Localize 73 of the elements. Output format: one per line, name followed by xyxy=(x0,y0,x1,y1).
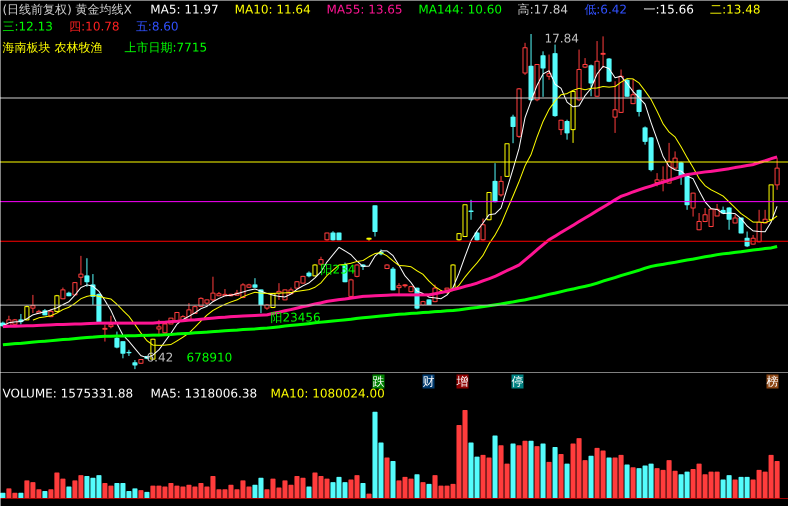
bar xyxy=(606,458,612,499)
text: MA5: 1318006.38 xyxy=(150,386,258,400)
text: 榜 xyxy=(766,374,778,388)
bar xyxy=(564,464,570,499)
bar xyxy=(558,454,564,499)
text: 二:13.48 xyxy=(710,2,761,16)
bar xyxy=(426,484,432,499)
candlestick xyxy=(108,315,114,329)
candlestick xyxy=(474,230,480,242)
annotation: 17.84 xyxy=(544,32,579,46)
text: 四:10.78 xyxy=(69,20,120,34)
bar xyxy=(588,456,594,499)
bar xyxy=(534,446,540,499)
candlestick xyxy=(492,162,498,203)
text: 低:6.42 xyxy=(584,2,628,16)
candlestick xyxy=(498,176,504,198)
candlestick xyxy=(558,119,564,136)
text: 财 xyxy=(422,374,434,388)
text: 高:17.84 xyxy=(518,2,568,16)
text: 一:15.66 xyxy=(643,2,694,16)
bar xyxy=(360,483,366,499)
bar xyxy=(528,440,534,499)
candlestick xyxy=(546,54,552,80)
bar xyxy=(624,464,630,499)
text: MA55: 13.65 xyxy=(326,2,403,16)
text: 增 xyxy=(456,374,468,388)
bar xyxy=(306,486,312,499)
candlestick xyxy=(600,36,606,69)
bar xyxy=(384,458,390,499)
annotation: 6.42 xyxy=(146,350,174,364)
bar xyxy=(414,474,420,499)
candlestick xyxy=(690,192,696,218)
bar xyxy=(66,486,72,499)
candlestick xyxy=(588,64,594,97)
bar xyxy=(552,446,558,499)
bar xyxy=(630,467,636,499)
candlestick xyxy=(354,264,360,278)
bar xyxy=(546,462,552,499)
candlestick xyxy=(348,278,354,298)
text: MA10: 11.64 xyxy=(234,2,311,16)
text: MA5: 11.97 xyxy=(150,2,219,16)
text: VOLUME: 1575331.88 xyxy=(2,386,134,400)
annotation: 678910 xyxy=(186,350,232,364)
candlestick xyxy=(540,50,546,98)
text: 三:12.13 xyxy=(2,20,53,34)
candlestick xyxy=(480,218,486,242)
candlestick xyxy=(78,255,84,286)
bar xyxy=(0,492,6,499)
bar xyxy=(420,482,426,499)
text: MA10: 1080024.00 xyxy=(270,386,385,400)
bar xyxy=(510,443,516,499)
text: 停 xyxy=(512,374,524,388)
candlestick xyxy=(132,360,138,370)
chart-title: (日线前复权) 黄金均线X xyxy=(2,2,132,16)
annotation: 海南板块 农林牧渔 xyxy=(2,40,102,54)
text: 五:8.60 xyxy=(136,20,179,34)
annotation: 上市日期:7715 xyxy=(124,40,208,54)
text: MA144: 10.60 xyxy=(418,2,502,16)
candlestick xyxy=(390,266,396,291)
candlestick xyxy=(564,119,570,140)
candlestick xyxy=(468,199,474,220)
candlestick xyxy=(312,264,318,277)
bar xyxy=(492,436,498,499)
bar xyxy=(138,490,144,499)
candlestick xyxy=(510,114,516,144)
text: 跌 xyxy=(372,374,384,388)
candlestick xyxy=(252,278,258,288)
annotation: 阳23456 xyxy=(270,310,321,324)
bar xyxy=(390,461,396,499)
bar xyxy=(732,480,738,499)
bar xyxy=(540,443,546,499)
candlestick xyxy=(582,58,588,69)
candlestick xyxy=(84,258,90,288)
